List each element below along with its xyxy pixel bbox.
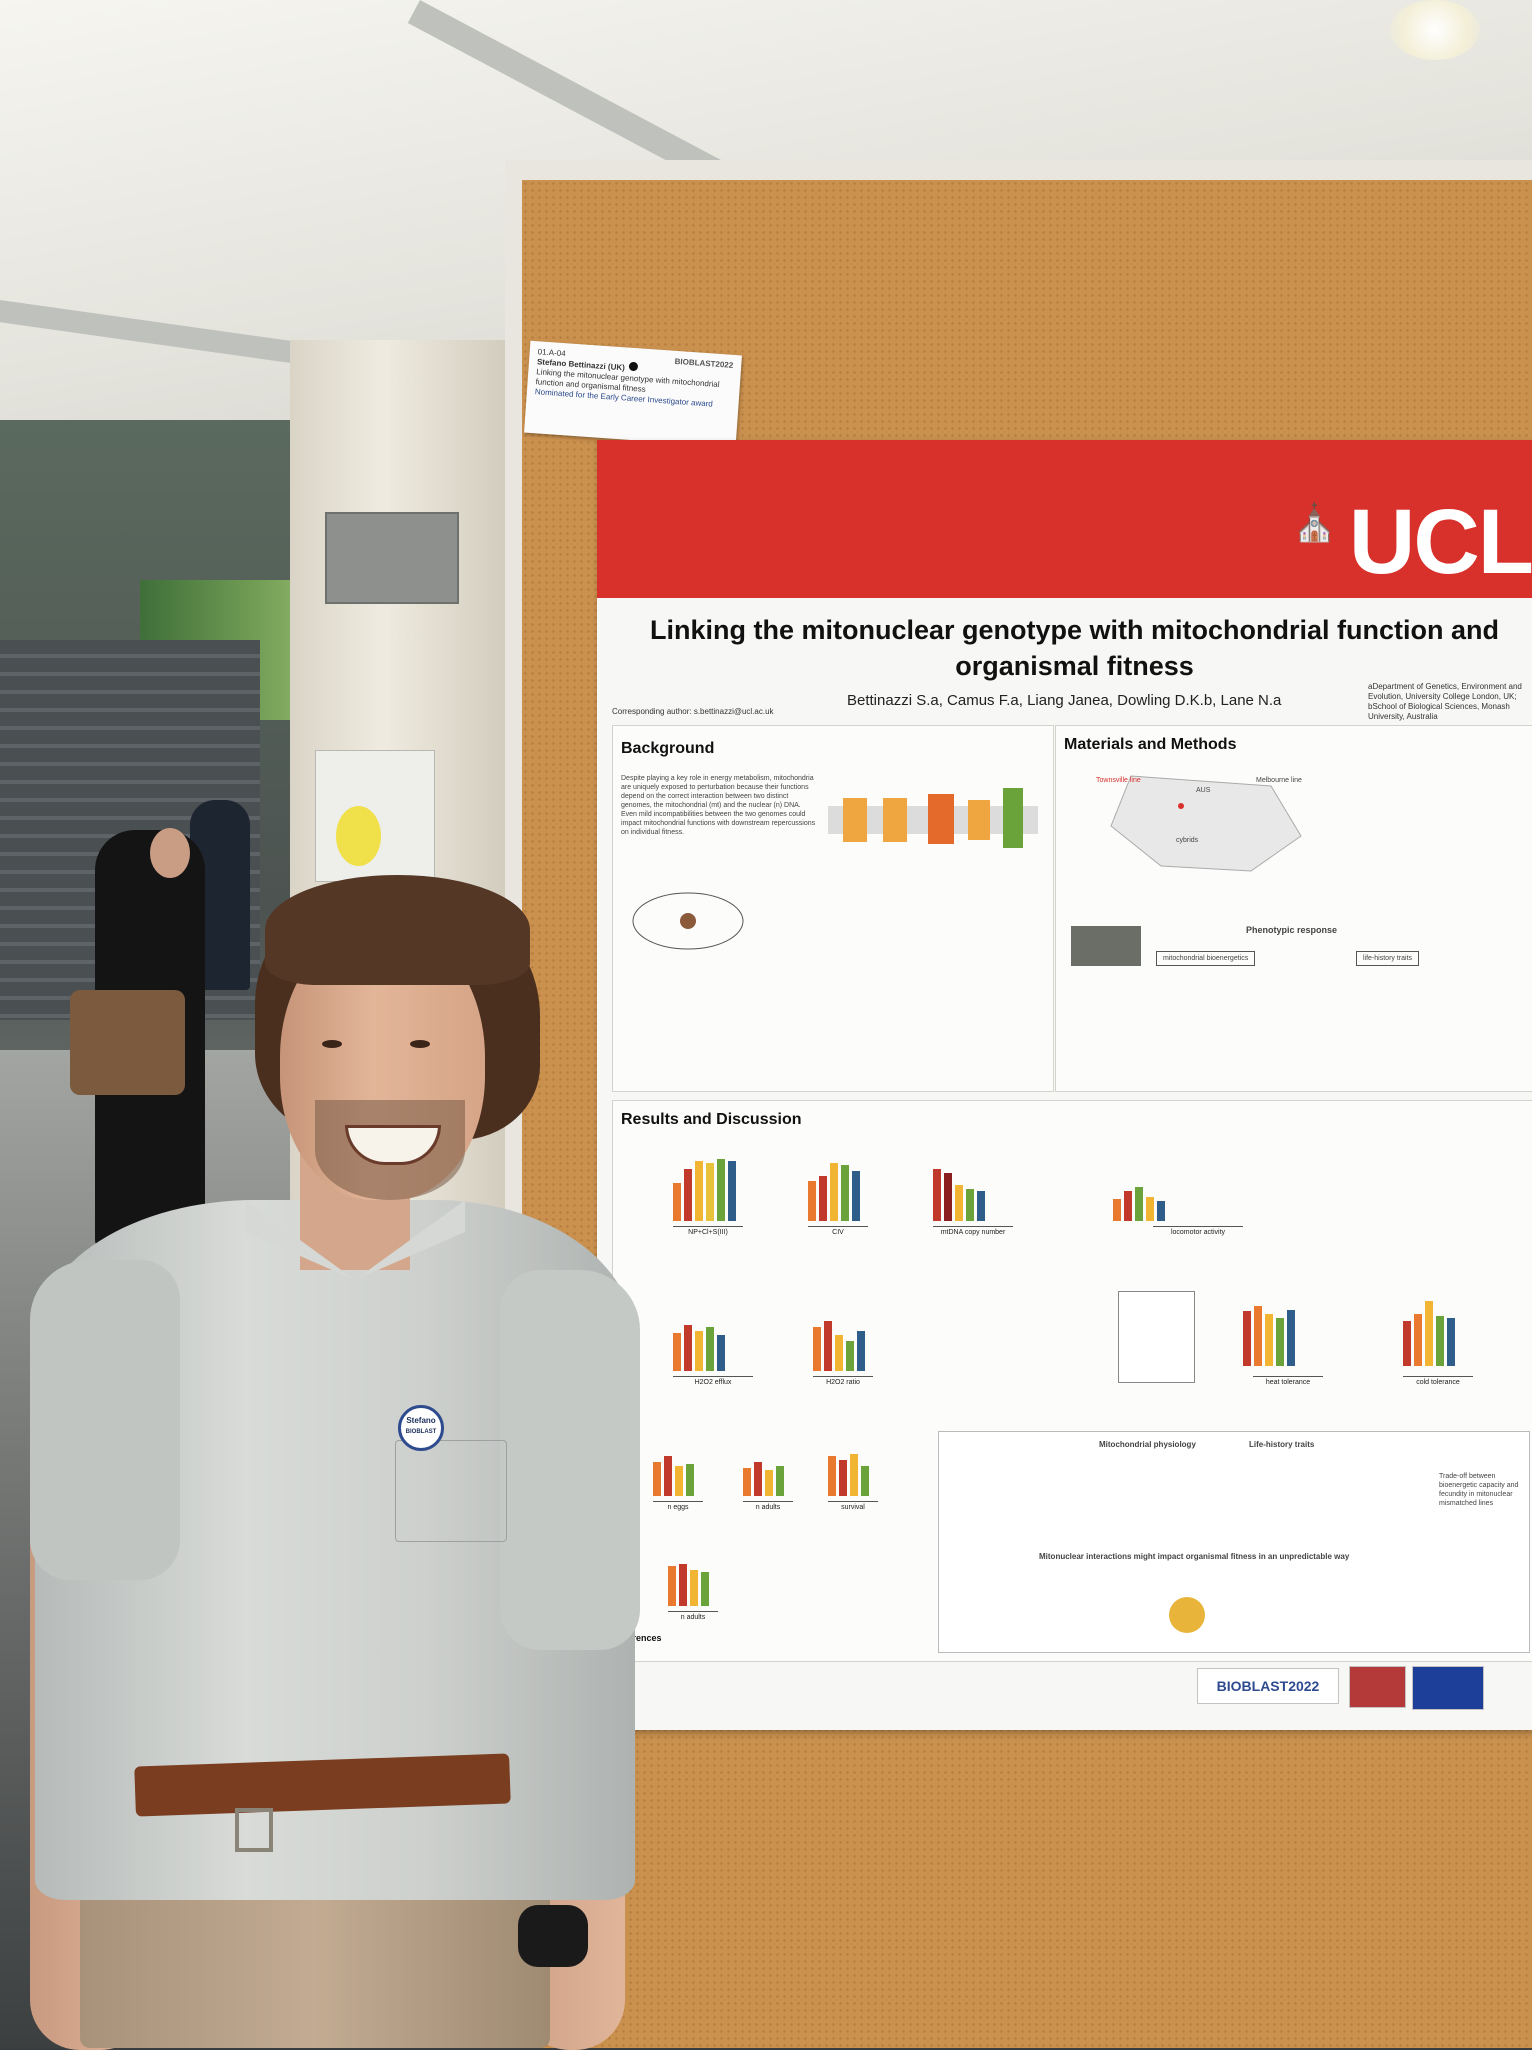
life-history-label: life-history traits [1356, 951, 1420, 966]
background-text: Despite playing a key role in energy met… [621, 775, 816, 836]
results-heading: Results and Discussion [621, 1111, 802, 1128]
results-section: Results and Discussion NP+Cl+S(III) CIV … [612, 1100, 1532, 1662]
background-heading: Background [621, 740, 715, 757]
badge-name: Stefano [406, 1416, 436, 1425]
bioenergetics-label: mitochondrial bioenergetics [1156, 951, 1256, 966]
hair-top [265, 875, 530, 985]
poster-authors: Bettinazzi S.a, Camus F.a, Liang Janea, … [847, 692, 1282, 709]
mothers-curse-icon [1169, 1597, 1205, 1633]
background-section: Background Despite playing a key role in… [612, 725, 1054, 1092]
summary-col1-heading: Mitochondrial physiology [1099, 1440, 1196, 1449]
yellow-figure [336, 806, 381, 866]
panel-label: locomotor activity [1153, 1226, 1243, 1236]
wall-speaker [325, 512, 459, 604]
methods-heading: Materials and Methods [1064, 736, 1237, 753]
summary-box: Mitochondrial physiology Life-history tr… [938, 1431, 1530, 1653]
name-badge: Stefano BIOBLAST [398, 1405, 444, 1451]
experimental-units-legend [1118, 1291, 1195, 1383]
shirt-pocket [395, 1440, 507, 1542]
belt-buckle [235, 1808, 273, 1852]
methods-section: Materials and Methods Townsville line AU… [1055, 725, 1532, 1092]
poster-title: Linking the mitonuclear genotype with mi… [649, 615, 1499, 681]
bar-panel-cold [1403, 1291, 1455, 1366]
partner-logo [1349, 1666, 1406, 1708]
poster-header-band [597, 440, 1532, 598]
bar-panel-eggs [653, 1451, 694, 1496]
bar-panel-a [673, 1151, 736, 1221]
poster-label-card: 01.A-04 Stefano Bettinazzi (UK) Linking … [524, 340, 742, 448]
panel-label: cold tolerance [1403, 1376, 1473, 1386]
poster-affiliation: aDepartment of Genetics, Environment and… [1368, 682, 1522, 721]
side-poster [315, 750, 435, 882]
bar-panel-locomotor [1113, 1171, 1165, 1221]
references-heading: References [613, 1633, 662, 1643]
conclusion-text: Mitonuclear interactions might impact or… [1039, 1552, 1350, 1561]
phenotypic-label: Phenotypic response [1246, 925, 1338, 935]
apparatus-photo [1071, 926, 1141, 966]
panel-label: n adults [743, 1501, 793, 1511]
wristwatch [518, 1905, 588, 1967]
badge-event: BIOBLAST [405, 1429, 437, 1435]
ucl-dome-icon: ⛪ [1292, 502, 1337, 543]
panel-label: NP+Cl+S(III) [673, 1226, 743, 1236]
panel-label: CIV [808, 1226, 868, 1236]
panel-label: H2O2 ratio [813, 1376, 873, 1386]
left-sleeve [30, 1260, 180, 1580]
aus-label: AUS [1196, 787, 1211, 794]
melbourne-label: Melbourne line [1256, 777, 1302, 784]
left-eye [322, 1040, 342, 1048]
bar-panel-adults-2 [668, 1561, 709, 1606]
eu-flag-icon [1412, 1666, 1484, 1710]
panel-label: n eggs [653, 1501, 703, 1511]
bar-panel-e [813, 1311, 865, 1371]
ceiling-lamp [1390, 0, 1480, 60]
panel-label: n adults [668, 1611, 718, 1621]
poster-contact: Corresponding author: s.bettinazzi@ucl.a… [612, 707, 774, 716]
scientific-poster: ⛪ UCL Linking the mitonuclear genotype w… [597, 440, 1532, 1730]
shoulder-bag [70, 990, 185, 1095]
panel-label: heat tolerance [1253, 1376, 1323, 1386]
panel-label: H2O2 efflux [673, 1376, 753, 1386]
bar-panel-heat [1243, 1291, 1295, 1366]
bar-panel-b [808, 1156, 860, 1221]
townsville-label: Townsville line [1096, 777, 1141, 784]
cybrids-label: cybrids [1176, 837, 1199, 844]
bar-panel-c [933, 1161, 985, 1221]
electron-transport-diagram [828, 788, 1038, 848]
bar-panel-d [673, 1311, 725, 1371]
mito-nuclear-diagram [632, 892, 744, 950]
summary-col2-heading: Life-history traits [1249, 1440, 1315, 1449]
ucl-logo: UCL [1348, 491, 1532, 593]
right-sleeve [500, 1270, 640, 1650]
bioblast-logo: BIOBLAST2022 [1197, 1668, 1339, 1704]
tradeoff-text: Trade-off between bioenergetic capacity … [1439, 1473, 1519, 1507]
panel-label: survival [828, 1501, 878, 1511]
australia-map [1110, 775, 1302, 872]
panel-label: mtDNA copy number [933, 1226, 1013, 1236]
bar-panel-survival [828, 1451, 869, 1496]
background-person-head [150, 828, 190, 878]
right-eye [410, 1040, 430, 1048]
bar-panel-adults [743, 1456, 784, 1496]
